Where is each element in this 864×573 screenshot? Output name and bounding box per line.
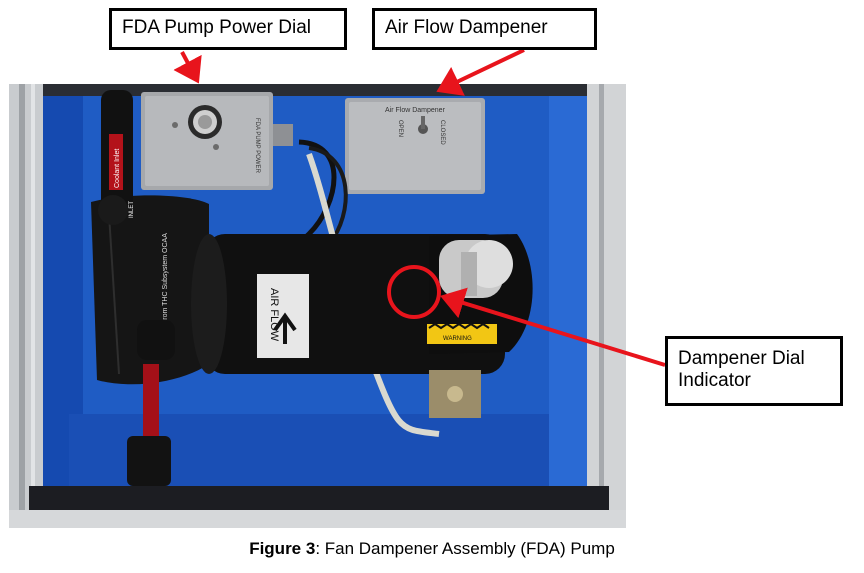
arrow-pump-power-dial (173, 51, 202, 84)
closed-label: CLOSED (439, 120, 445, 145)
open-label: OPEN (397, 120, 403, 137)
callout-dampener-dial-indicator-text: Dampener Dial Indicator (678, 348, 805, 391)
figure-caption: Figure 3: Fan Dampener Assembly (FDA) Pu… (0, 539, 864, 559)
callout-dampener-dial-indicator: Dampener Dial Indicator (665, 336, 843, 406)
callout-air-flow-dampener-text: Air Flow Dampener (385, 17, 548, 38)
callout-air-flow-dampener: Air Flow Dampener (372, 8, 597, 50)
subsystem-label: From THC Subsystem OCAA (162, 233, 169, 324)
figure-caption-text: : Fan Dampener Assembly (FDA) Pump (315, 539, 615, 558)
inlet-label: INLET (129, 201, 135, 218)
air-flow-label: AIR FLOW (268, 288, 280, 342)
figure-caption-label: Figure 3 (249, 539, 316, 558)
callout-pump-power-dial: FDA Pump Power Dial (109, 8, 347, 50)
fda-pump-photo: FDA PUMP POWER Air Flow Dampener OPEN CL… (9, 84, 626, 528)
coolant-inlet-label: Coolant Inlet (114, 149, 121, 188)
callout-pump-power-dial-text: FDA Pump Power Dial (122, 17, 312, 38)
dampener-box-label: Air Flow Dampener (385, 107, 446, 114)
pump-box-label: FDA PUMP POWER (254, 118, 260, 174)
warning-label: WARNING (443, 336, 472, 342)
